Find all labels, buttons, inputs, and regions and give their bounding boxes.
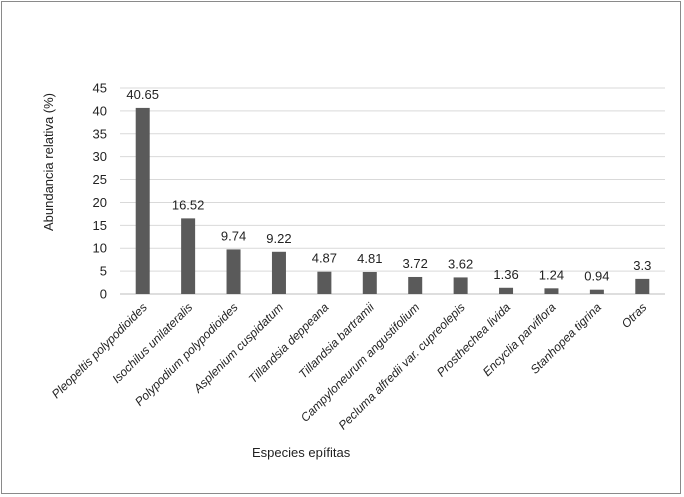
y-tick-label: 25 (93, 172, 107, 187)
data-label: 3.62 (448, 256, 473, 271)
data-label: 4.81 (357, 251, 382, 266)
bar (362, 271, 377, 294)
data-label: 0.94 (584, 269, 609, 284)
data-label: 1.24 (539, 267, 564, 282)
data-label: 1.36 (493, 267, 518, 282)
y-tick-label: 45 (93, 81, 107, 96)
y-tick-label: 10 (93, 241, 107, 256)
gridlines (120, 87, 665, 295)
y-tick-label: 5 (100, 264, 107, 279)
y-tick-label: 20 (93, 195, 107, 210)
x-axis-label: Especies epífitas (252, 445, 351, 460)
x-tick-label: Otras (619, 300, 650, 331)
bar (181, 218, 196, 294)
x-tick-label: Asplenium cuspidatum (190, 300, 286, 396)
bar (408, 276, 423, 294)
y-axis-label: Abundancia relativa (%) (41, 93, 56, 231)
bar (589, 289, 604, 294)
bar (271, 251, 286, 294)
x-tick-label: Isochilus unilateralis (109, 300, 195, 386)
data-label: 40.65 (126, 87, 159, 102)
bar (135, 107, 150, 294)
data-label: 4.87 (312, 251, 337, 266)
data-label: 16.52 (172, 197, 205, 212)
x-tick-label: Tillandsia bartramii (296, 300, 377, 381)
bar (453, 277, 468, 294)
data-labels: 40.65 16.52 9.74 9.22 4.87 4.81 3.72 3.62 1.36 1.… (126, 87, 651, 284)
data-label: 3.3 (633, 258, 651, 273)
bar (226, 249, 241, 294)
bar (499, 287, 514, 294)
bar (317, 271, 332, 294)
y-axis-ticks: 0 5 10 15 20 25 30 35 40 45 (93, 81, 107, 302)
bars (135, 107, 650, 294)
y-tick-label: 40 (93, 103, 107, 118)
bar (635, 278, 650, 294)
y-tick-label: 35 (93, 126, 107, 141)
data-label: 9.74 (221, 228, 246, 243)
y-tick-label: 0 (100, 287, 107, 302)
data-label: 9.22 (266, 231, 291, 246)
y-tick-label: 30 (93, 149, 107, 164)
y-tick-label: 15 (93, 218, 107, 233)
bar (544, 288, 559, 294)
x-tick-label: Tillandsia deppeana (246, 300, 332, 386)
data-label: 3.72 (403, 256, 428, 271)
